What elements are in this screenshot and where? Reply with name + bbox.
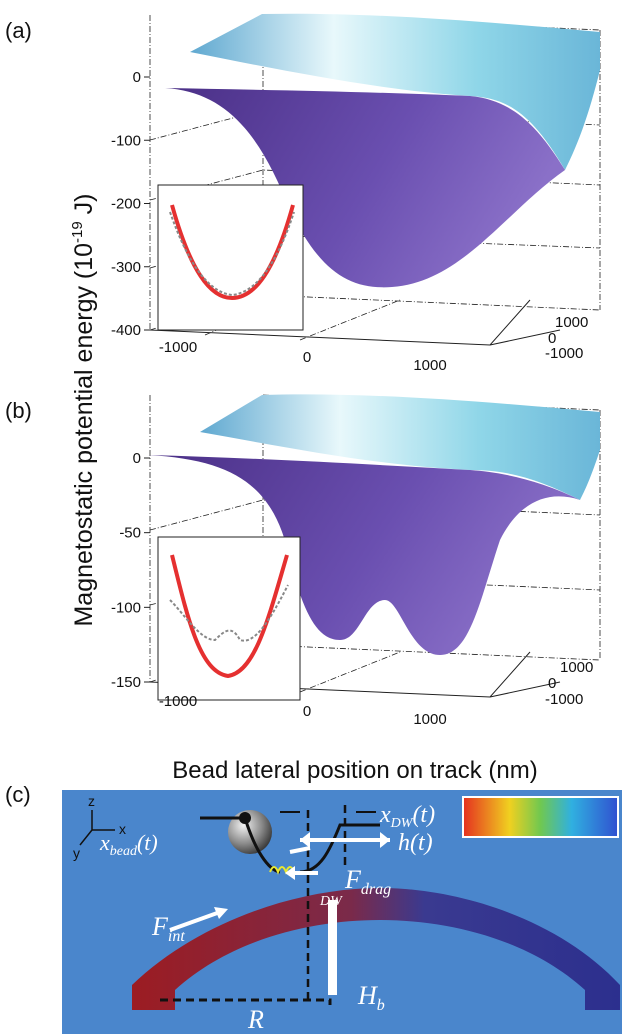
f-drag-label: Fdrag: [344, 865, 391, 898]
y-tick-label: 0: [133, 69, 141, 86]
diagram-c: [62, 790, 622, 1034]
r-label: R: [247, 1005, 264, 1034]
y-tick-label: -400: [111, 322, 141, 339]
dw-label: DW: [319, 894, 343, 909]
y-tick-label: -50: [119, 525, 141, 542]
surface-plot-b: [148, 394, 601, 701]
f-int-label: Fint: [151, 912, 185, 945]
y-tick-label: 0: [133, 450, 141, 467]
h-label: h(t): [398, 830, 433, 856]
depth-tick-label: 0: [548, 675, 556, 692]
x-axis-label: Bead lateral position on track (nm): [172, 757, 538, 784]
h-b-main: H: [357, 981, 378, 1010]
x-dw-sub: DW: [390, 816, 414, 831]
depth-tick-label: 0: [548, 330, 556, 347]
y-axis-label: Magnetostatic potential energy (10-19 J): [69, 193, 98, 626]
y-axis-label-sup: -19: [69, 221, 86, 243]
h-b-sub: b: [377, 997, 385, 1014]
depth-tick-label: -1000: [545, 691, 583, 708]
x-dw-tail: (t): [412, 802, 435, 828]
f-int-sub: int: [168, 928, 185, 945]
y-tick-label: -300: [111, 259, 141, 276]
y-tick-label: -100: [111, 132, 141, 149]
x-bead-tail: (t): [137, 830, 158, 855]
x-bead-label: xbead(t): [99, 830, 158, 859]
depth-tick-label: 1000: [560, 659, 593, 676]
x-bead-sub: bead: [110, 844, 138, 859]
axis-x: x: [119, 821, 126, 837]
x-tick-label: 0: [303, 703, 311, 720]
depth-tick-label: 1000: [555, 314, 588, 331]
y-tick-label: -150: [111, 674, 141, 691]
panel-label: (a): [5, 18, 32, 43]
x-tick-label: 1000: [413, 711, 446, 728]
y-axis-label-unit: J): [70, 193, 98, 221]
y-tick-label: -100: [111, 599, 141, 616]
surface-plot-a: [149, 13, 601, 346]
f-drag-main: F: [344, 865, 362, 894]
x-tick-label: 0: [303, 349, 311, 366]
panel-label: (b): [5, 398, 32, 423]
x-tick-label: -1000: [159, 693, 197, 710]
depth-tick-label: -1000: [545, 345, 583, 362]
panel-label: (c): [5, 782, 31, 807]
axis-z: z: [88, 793, 95, 809]
h-b-label: Hb: [357, 981, 385, 1014]
x-tick-label: 1000: [413, 357, 446, 374]
x-bead-main: x: [99, 830, 110, 855]
f-drag-sub: drag: [361, 881, 391, 898]
x-dw-label: xDW(t): [379, 802, 435, 831]
y-tick-label: -200: [111, 196, 141, 213]
x-dw-main: x: [379, 802, 391, 828]
x-tick-label: -1000: [159, 339, 197, 356]
y-axis-label-text: Magnetostatic potential energy (10: [70, 243, 98, 627]
f-int-main: F: [151, 912, 169, 941]
axis-y: y: [73, 845, 80, 861]
